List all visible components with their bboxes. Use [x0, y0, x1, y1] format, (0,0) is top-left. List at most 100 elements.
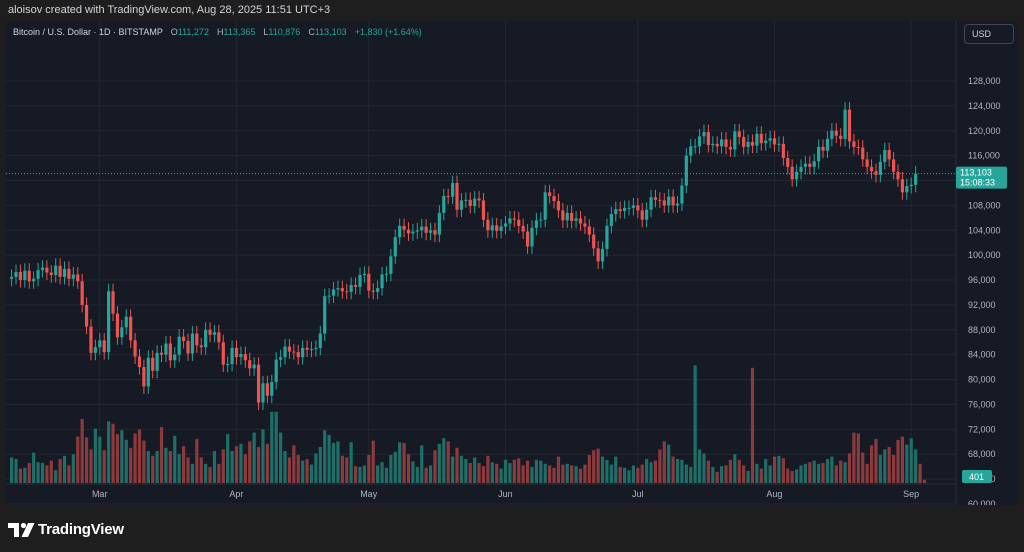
volume-bar — [173, 435, 177, 483]
volume-bar — [323, 430, 327, 483]
candle-body — [548, 192, 552, 197]
candle-body — [759, 133, 763, 144]
candle-body — [794, 171, 799, 180]
candle-body — [830, 130, 834, 139]
last-price-tag — [956, 166, 1007, 189]
volume-bar — [314, 453, 318, 483]
candle-body — [129, 316, 133, 341]
volume-bar — [168, 451, 172, 483]
candle-body — [896, 171, 900, 180]
candle-body — [93, 347, 97, 353]
candle-body — [640, 210, 644, 220]
candle-body — [84, 304, 89, 327]
candle-body — [455, 183, 459, 210]
candle-body — [808, 163, 812, 167]
volume-bar — [380, 462, 384, 483]
candle-body — [177, 336, 181, 355]
candle-body — [204, 329, 208, 348]
volume-bar — [689, 467, 693, 483]
candle-body — [746, 141, 750, 147]
candle-body — [543, 192, 547, 220]
price-chart[interactable]: 128,000124,000120,000116,000112,000108,0… — [6, 21, 1018, 505]
chart-panel[interactable]: 128,000124,000120,000116,000112,000108,0… — [6, 21, 1018, 505]
change-value: +1,830 (+1.64%) — [354, 27, 422, 37]
volume-bar — [856, 433, 860, 483]
x-axis-tick-label: Apr — [229, 489, 243, 499]
candle-body — [473, 198, 477, 207]
volume-bar — [517, 458, 521, 483]
volume-bar — [539, 460, 543, 483]
candle-body — [764, 140, 768, 144]
volume-bar — [786, 468, 790, 483]
volume-bar — [777, 455, 781, 483]
volume-bar — [164, 447, 168, 483]
candle-body — [62, 268, 67, 277]
candle-body — [353, 285, 358, 287]
volume-bar — [133, 433, 137, 483]
candle-body — [711, 143, 715, 146]
y-axis-tick-label: 60,000 — [968, 499, 996, 505]
candle-body — [839, 135, 843, 139]
volume-bar — [442, 438, 446, 483]
volume-bar — [340, 455, 344, 483]
candle-body — [587, 226, 591, 235]
candle-body — [274, 359, 278, 383]
candle-body — [772, 138, 777, 145]
volume-bar — [570, 465, 574, 483]
candle-body — [847, 109, 852, 142]
volume-bar — [137, 429, 142, 483]
volume-bar — [658, 449, 662, 483]
volume-bar — [226, 434, 230, 483]
volume-bar — [89, 449, 93, 483]
volume-bar — [464, 459, 468, 483]
candle-body — [724, 139, 728, 147]
candle-body — [137, 356, 142, 368]
candle-body — [305, 347, 309, 350]
candle-body — [376, 288, 380, 292]
x-axis-tick-label: May — [360, 489, 378, 499]
candle-body — [892, 159, 896, 172]
candle-body — [693, 146, 697, 148]
volume-bar — [115, 434, 120, 483]
tradingview-logo-icon[interactable] — [8, 521, 36, 539]
volume-bar — [473, 457, 477, 483]
candle-body — [212, 332, 217, 335]
candle-body — [645, 209, 649, 220]
tradingview-brand[interactable]: TradingView — [38, 521, 124, 538]
candle-body — [817, 146, 821, 162]
candle-body — [556, 201, 561, 211]
y-axis-tick-label: 128,000 — [968, 76, 1001, 86]
candle-body — [406, 229, 411, 234]
volume-bar — [93, 428, 97, 483]
candle-body — [120, 327, 124, 338]
volume-bar — [817, 463, 821, 483]
volume-bar — [914, 449, 918, 483]
candle-body — [54, 265, 58, 276]
volume-bar — [327, 435, 331, 483]
symbol-title: Bitcoin / U.S. Dollar · 1D · BITSTAMP — [13, 27, 163, 37]
currency-button[interactable]: USD — [964, 24, 1014, 44]
candle-body — [512, 218, 516, 220]
volume-bar — [40, 463, 45, 483]
candle-body — [508, 218, 512, 224]
candle-body — [195, 333, 199, 346]
candle-body — [270, 382, 274, 396]
candle-body — [155, 352, 159, 371]
volume-bar — [221, 449, 225, 483]
candle-body — [905, 186, 909, 193]
volume-bar — [283, 451, 287, 483]
candle-body — [565, 212, 569, 221]
candle-body — [18, 271, 23, 281]
candle-body — [900, 179, 905, 193]
candle-body — [578, 218, 583, 224]
candle-body — [684, 155, 688, 186]
candle-body — [728, 146, 733, 150]
candle-body — [600, 248, 605, 262]
candle-body — [133, 340, 137, 357]
open-value: 111,272 — [177, 27, 209, 37]
candle-body — [675, 203, 680, 206]
volume-bar — [252, 432, 256, 483]
candle-body — [667, 196, 671, 206]
candle-body — [89, 326, 93, 353]
volume-bar — [371, 440, 375, 483]
